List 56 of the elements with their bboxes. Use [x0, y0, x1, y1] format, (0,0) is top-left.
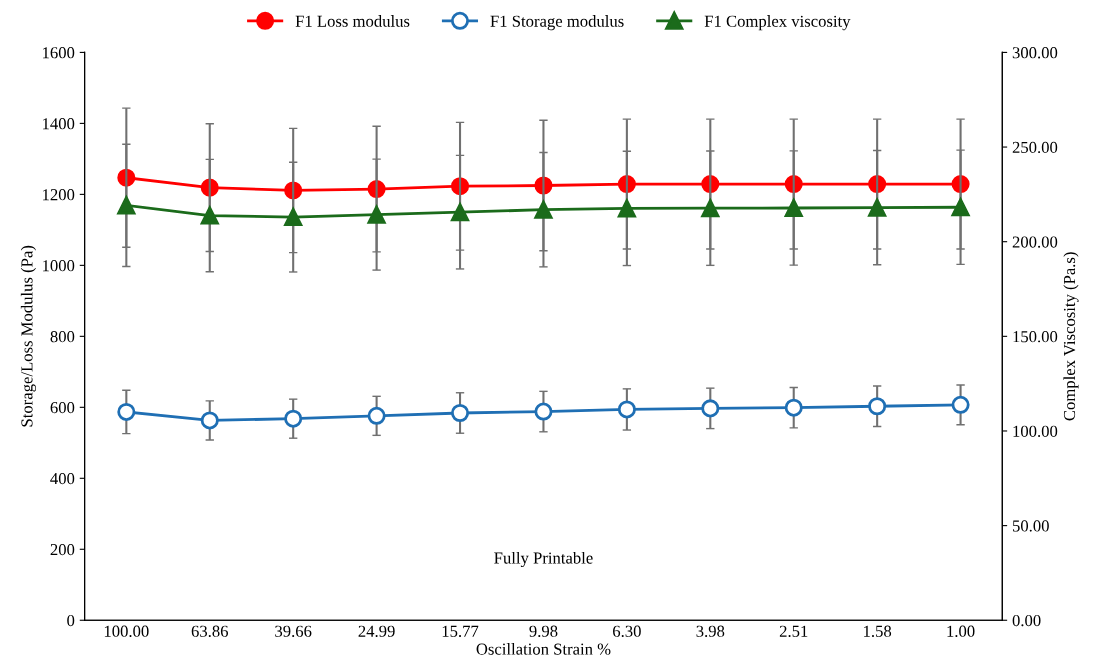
- point: [367, 406, 386, 425]
- y2-tick-label: 300.00: [1012, 47, 1058, 59]
- x-tick-label: 100.00: [104, 625, 149, 637]
- point: [784, 398, 803, 417]
- y-tick-label: 200: [50, 543, 75, 556]
- point: [617, 199, 636, 218]
- y-tick-label: 0: [67, 614, 75, 627]
- x-tick-label: 1.00: [947, 625, 975, 637]
- point: [367, 205, 386, 224]
- x-tick-label: 2.51: [779, 625, 808, 637]
- point: [284, 409, 303, 428]
- point: [117, 402, 136, 421]
- point: [701, 399, 720, 418]
- point: [451, 403, 470, 423]
- y-tick-label: 800: [50, 331, 75, 343]
- y-tick-label: 600: [50, 402, 75, 414]
- point: [534, 402, 553, 421]
- x-tick-label: 24.99: [358, 625, 395, 637]
- y2-tick-label: 200.00: [1012, 236, 1058, 248]
- y2-tick-label: 150.00: [1013, 331, 1058, 343]
- point: [701, 199, 720, 218]
- annotation: Fully Printable: [494, 551, 593, 568]
- point: [200, 411, 219, 430]
- legend-label: F1 Storage modulus: [490, 15, 624, 31]
- point: [951, 198, 970, 217]
- point: [617, 400, 636, 419]
- point: [868, 397, 887, 416]
- y-axis-title: Storage/Loss Modulus (Pa): [20, 245, 37, 427]
- x-tick-label: 15.77: [442, 625, 479, 637]
- y2-axis-title: Complex Viscosity (Pa.s): [1063, 252, 1079, 421]
- x-tick-label: 9.98: [529, 625, 558, 637]
- y-tick-label: 1000: [43, 260, 75, 272]
- legend-label: F1 Loss modulus: [295, 15, 410, 27]
- y2-tick-label: 0.00: [1012, 614, 1041, 627]
- point: [200, 206, 219, 225]
- y2-tick-label: 250.00: [1012, 141, 1058, 154]
- y2-tick-label: 50.00: [1012, 520, 1049, 532]
- point: [534, 200, 553, 219]
- y-tick-label: 1200: [43, 189, 75, 201]
- point: [284, 208, 303, 227]
- y-tick-label: 1400: [43, 118, 75, 130]
- point: [951, 395, 970, 414]
- point: [117, 196, 136, 215]
- point: [451, 203, 470, 222]
- legend-label: F1 Complex viscosity: [704, 15, 851, 31]
- x-tick-label: 39.66: [275, 625, 312, 637]
- y-tick-label: 400: [50, 473, 75, 485]
- x-tick-label: 6.30: [613, 625, 641, 637]
- x-tick-label: 1.58: [864, 625, 892, 637]
- point: [868, 198, 887, 217]
- x-tick-label: 63.86: [191, 625, 229, 637]
- x-tick-label: 3.98: [696, 625, 725, 637]
- x-axis-title: Oscillation Strain %: [476, 643, 611, 655]
- y2-tick-label: 100.00: [1013, 425, 1058, 437]
- y-tick-label: 1600: [43, 47, 75, 59]
- point: [784, 198, 803, 218]
